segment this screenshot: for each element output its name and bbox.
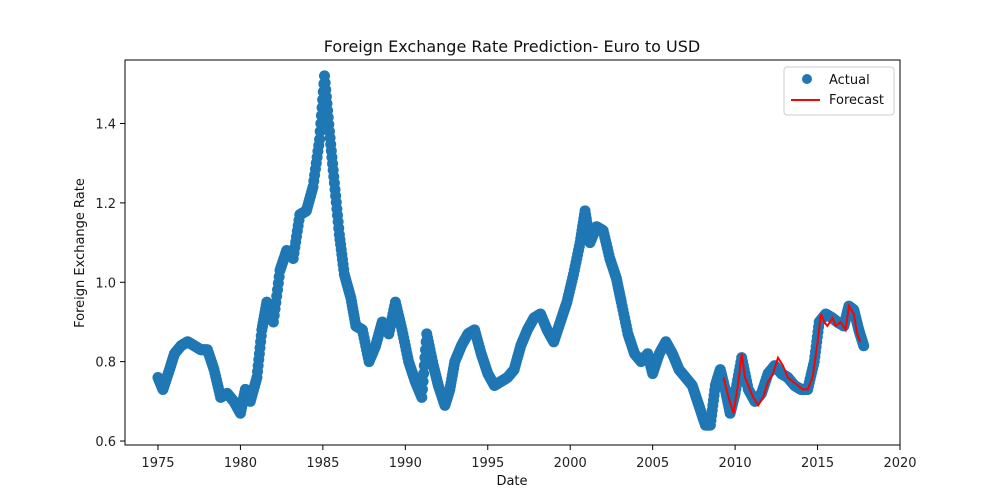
x-tick-label: 1975 <box>141 456 174 471</box>
legend: Actual Forecast <box>783 66 895 116</box>
x-tick-label: 1990 <box>389 456 422 471</box>
y-axis: 0.6 0.8 1.0 1.2 1.4 <box>95 118 125 450</box>
actual-point <box>416 383 428 395</box>
x-tick-label: 2020 <box>883 456 916 471</box>
x-axis: 1975 1980 1985 1990 1995 2000 2005 2010 2015 2020 <box>141 445 917 471</box>
legend-actual-marker <box>802 74 812 84</box>
chart-title: Foreign Exchange Rate Prediction- Euro t… <box>324 37 700 56</box>
data-layer <box>152 70 870 431</box>
y-tick-label: 0.8 <box>95 356 116 371</box>
x-tick-label: 1985 <box>306 456 339 471</box>
actual-point <box>314 133 326 145</box>
x-axis-label: Date <box>496 474 527 489</box>
y-axis-label: Foreign Exchange Rate <box>73 178 88 328</box>
x-tick-label: 1995 <box>471 456 504 471</box>
x-tick-label: 2000 <box>554 456 587 471</box>
y-tick-label: 1.0 <box>95 276 116 291</box>
actual-point <box>416 391 428 403</box>
actual-point <box>418 360 430 372</box>
x-tick-label: 1980 <box>224 456 257 471</box>
x-tick-label: 2010 <box>719 456 752 471</box>
actual-point <box>418 368 430 380</box>
actual-point <box>315 118 327 130</box>
legend-forecast-label: Forecast <box>829 93 884 108</box>
actual-point <box>314 125 326 137</box>
x-tick-label: 2005 <box>636 456 669 471</box>
forecast-line <box>722 303 862 414</box>
y-tick-label: 1.2 <box>95 197 116 212</box>
y-tick-label: 0.6 <box>95 435 116 450</box>
actual-point <box>417 375 429 387</box>
x-tick-label: 2015 <box>801 456 834 471</box>
legend-actual-label: Actual <box>829 73 870 88</box>
actual-point <box>858 340 870 352</box>
y-tick-label: 1.4 <box>95 118 116 133</box>
